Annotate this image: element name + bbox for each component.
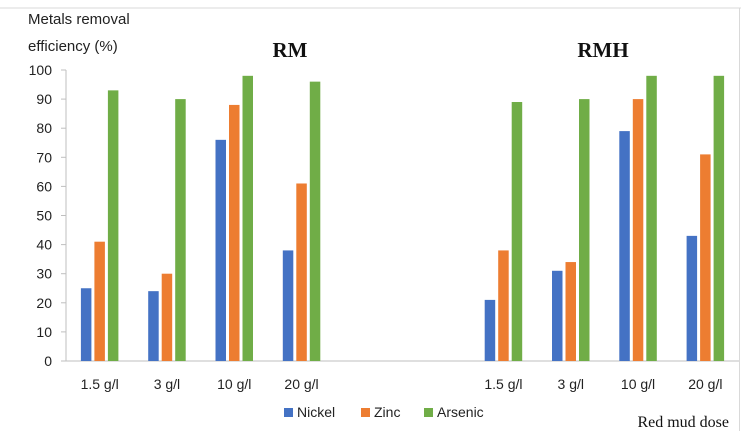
- bars-layer: [80, 75, 725, 362]
- legend-swatch-zinc: [361, 408, 370, 417]
- y-tick-label: 60: [36, 178, 52, 194]
- bar-arsenic: [579, 99, 590, 361]
- bar-zinc: [161, 273, 173, 361]
- bar-arsenic: [107, 90, 119, 362]
- legend-label-arsenic: Arsenic: [437, 404, 484, 420]
- bar-nickel: [215, 139, 226, 361]
- legend-swatch-arsenic: [424, 408, 433, 417]
- bar-arsenic: [309, 81, 321, 361]
- bar-arsenic: [242, 75, 253, 361]
- bar-nickel: [484, 299, 496, 361]
- bar-arsenic: [646, 75, 657, 361]
- x-tick-label: 1.5 g/l: [484, 376, 522, 392]
- plot-area: 0 10 20 30 40 50 60 70 80 90 100: [29, 62, 739, 369]
- legend: Nickel Zinc Arsenic: [284, 404, 484, 420]
- x-tick-label: 20 g/l: [688, 376, 722, 392]
- x-tick-label: 10 g/l: [217, 376, 251, 392]
- bar-zinc: [632, 99, 644, 361]
- panel-title-rm: RM: [273, 38, 308, 62]
- x-tick-label: 20 g/l: [284, 376, 318, 392]
- legend-swatch-nickel: [284, 408, 293, 417]
- bar-nickel: [80, 288, 92, 361]
- y-tick-label: 50: [36, 208, 52, 224]
- x-axis-label: Red mud dose: [637, 414, 729, 431]
- y-axis-label-line-1: Metals removal: [28, 11, 130, 28]
- x-tick-label: 3 g/l: [558, 376, 584, 392]
- legend-label-nickel: Nickel: [297, 404, 335, 420]
- bar-nickel: [148, 291, 159, 361]
- bar-nickel: [686, 235, 698, 361]
- bar-nickel: [552, 270, 563, 361]
- bar-arsenic: [713, 75, 725, 361]
- y-tick-label: 80: [36, 120, 52, 136]
- bar-arsenic: [175, 99, 186, 361]
- y-tick-label: 100: [29, 62, 53, 78]
- y-tick-label: 90: [36, 91, 52, 107]
- bar-zinc: [700, 154, 711, 361]
- bar-nickel: [619, 131, 630, 361]
- bar-zinc: [296, 183, 307, 361]
- x-tick-labels: 1.5 g/l 3 g/l 10 g/l 20 g/l 1.5 g/l 3 g/l 10 g…: [81, 376, 723, 392]
- y-tick-label: 0: [44, 353, 52, 369]
- y-tick-label: 70: [36, 149, 52, 165]
- bar-zinc: [565, 262, 576, 361]
- panel-title-rmh: RMH: [577, 38, 628, 62]
- bar-arsenic: [511, 102, 523, 361]
- bar-zinc: [498, 250, 509, 361]
- y-tick-label: 30: [36, 266, 52, 282]
- bar-nickel: [282, 250, 294, 361]
- legend-label-zinc: Zinc: [374, 404, 400, 420]
- y-axis-label-line-2: efficiency (%): [28, 38, 118, 55]
- x-tick-label: 3 g/l: [154, 376, 180, 392]
- y-tick-label: 10: [36, 324, 52, 340]
- y-tick-label: 20: [36, 295, 52, 311]
- y-tick-label: 40: [36, 237, 52, 253]
- bar-zinc: [94, 241, 105, 361]
- x-tick-label: 1.5 g/l: [81, 376, 119, 392]
- x-tick-label: 10 g/l: [621, 376, 655, 392]
- bar-zinc: [229, 104, 240, 362]
